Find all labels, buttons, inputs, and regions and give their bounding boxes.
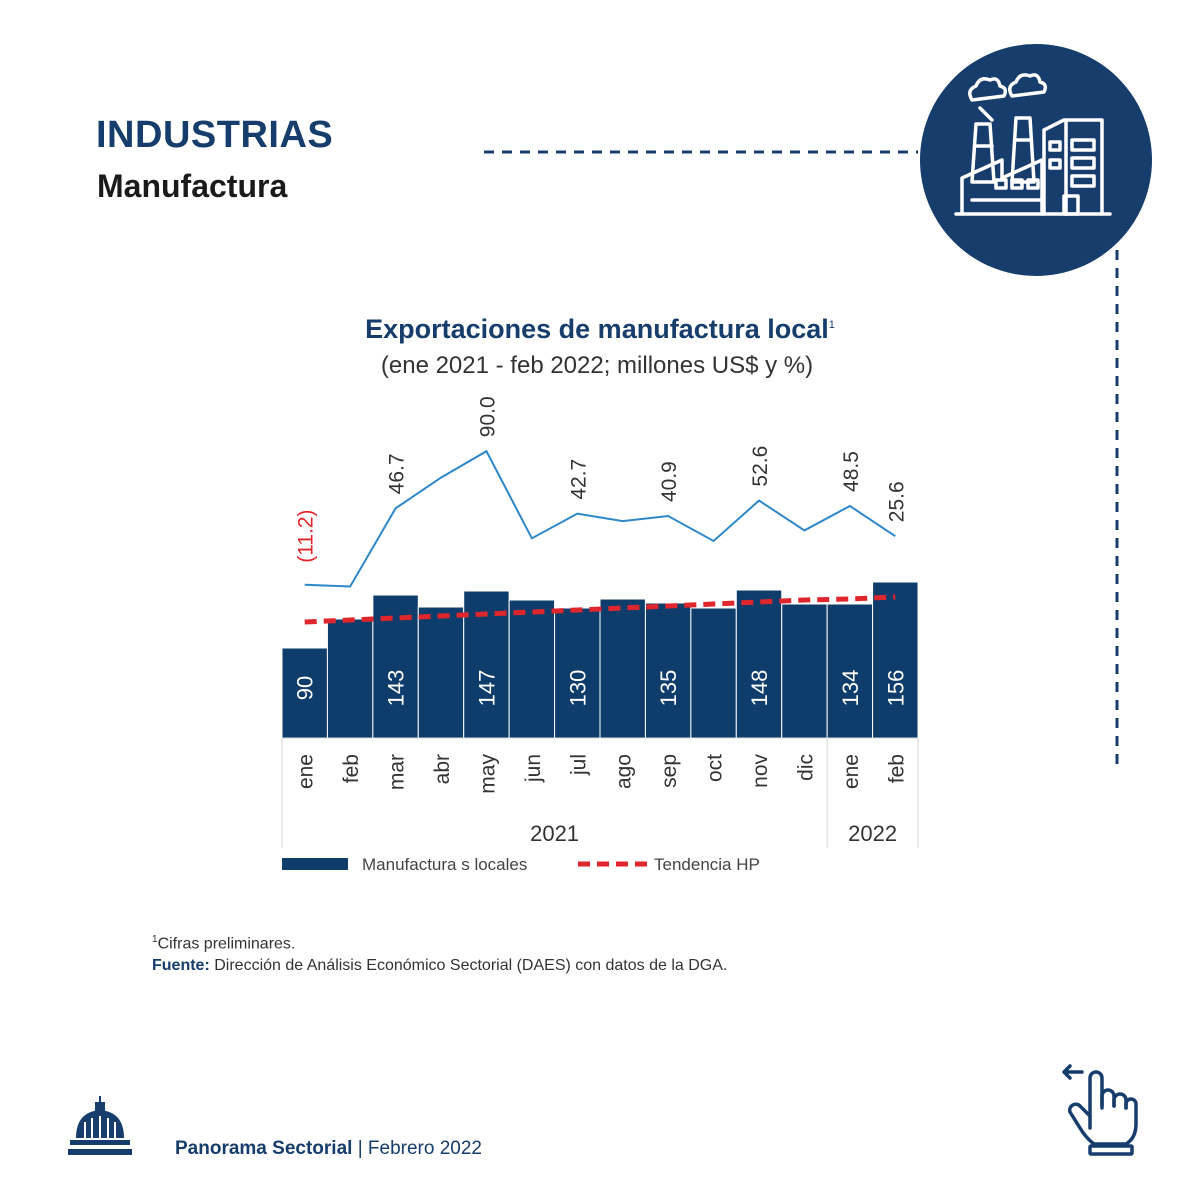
- bar-7: [599, 598, 646, 739]
- category-label-10: nov: [749, 754, 772, 788]
- section-subtitle: Manufactura: [97, 168, 288, 204]
- footer-brand: Panorama Sectorial: [175, 1138, 353, 1159]
- chart-title-text: Exportaciones de manufactura local: [365, 314, 829, 344]
- footnote: 1Cifras preliminares.: [152, 934, 295, 953]
- bar-5: [508, 599, 556, 739]
- bar-label-6: 130: [565, 670, 590, 707]
- footer-date: Febrero 2022: [367, 1138, 482, 1159]
- footnote-marker: 1: [152, 934, 158, 945]
- category-label-4: may: [476, 754, 499, 794]
- growth-label-2: 46.7: [386, 453, 409, 494]
- growth-label-0: (11.2): [295, 509, 318, 562]
- factory-icon: [920, 44, 1152, 276]
- section-title: INDUSTRIAS: [96, 114, 334, 156]
- capitol-dome-columns: [84, 1116, 116, 1138]
- year-label-1: 2022: [848, 821, 897, 846]
- category-label-1: feb: [340, 754, 363, 783]
- legend-swatch-bars: [282, 858, 348, 870]
- legend-label-bars: Manufactura s locales: [362, 855, 527, 874]
- category-label-7: ago: [613, 754, 636, 789]
- growth-line: [304, 449, 896, 588]
- bar-label-4: 147: [474, 670, 499, 707]
- bar-label-0: 90: [293, 676, 318, 700]
- year-label-0: 2021: [530, 821, 579, 846]
- category-label-2: mar: [386, 754, 409, 790]
- bar-0: [281, 647, 328, 739]
- category-label-12: ene: [840, 754, 863, 789]
- chart-legend: Manufactura s locales Tendencia HP: [282, 855, 760, 874]
- bar-label-10: 148: [747, 670, 772, 707]
- bar-6: [554, 607, 601, 739]
- bar-label-8: 135: [656, 670, 681, 707]
- bar-1: [326, 618, 374, 739]
- footer-separator: |: [357, 1138, 363, 1159]
- trend-line: [304, 594, 896, 625]
- bar-13: [872, 581, 919, 739]
- category-label-9: oct: [704, 754, 727, 782]
- category-label-5: jun: [522, 754, 545, 783]
- bar-3: [417, 606, 465, 739]
- trend-series: [304, 594, 896, 625]
- growth-label-8: 40.9: [658, 461, 681, 502]
- category-label-0: ene: [295, 754, 318, 789]
- chart-title-superscript: 1: [828, 319, 835, 331]
- growth-series: (11.2) 46.7 90.0 42.7 40.9 52.6 48.5 25.6: [295, 396, 908, 588]
- bar-10: [735, 589, 783, 739]
- growth-label-12: 48.5: [840, 451, 863, 492]
- source-label: Fuente:: [152, 957, 210, 974]
- bars-series: 90 143 147 130 135 148 134 156: [281, 581, 919, 739]
- category-label-6: jul: [567, 754, 590, 776]
- chart-title: Exportaciones de manufactura local1: [0, 314, 1200, 345]
- bar-8: [644, 602, 692, 739]
- growth-label-4: 90.0: [476, 396, 499, 437]
- bar-label-2: 143: [384, 670, 409, 707]
- category-label-11: dic: [794, 754, 817, 781]
- category-label-13: feb: [885, 754, 908, 783]
- category-label-3: abr: [431, 754, 454, 784]
- legend-label-trend: Tendencia HP: [654, 855, 760, 874]
- source-note: Fuente: Dirección de Análisis Económico …: [152, 957, 727, 975]
- bar-label-12: 134: [838, 670, 863, 707]
- growth-label-10: 52.6: [749, 446, 772, 487]
- category-label-8: sep: [658, 754, 681, 788]
- category-axis: ene feb mar abr may jun jul ago sep oct nov dic ene f…: [281, 737, 919, 848]
- bar-9: [690, 607, 737, 739]
- source-text: Dirección de Análisis Económico Sectoria…: [214, 957, 728, 974]
- footer: Panorama Sectorial | Febrero 2022: [175, 1138, 482, 1160]
- bar-12: [826, 603, 874, 739]
- bar-11: [781, 603, 828, 739]
- footnote-text: Cifras preliminares.: [157, 935, 296, 953]
- swipe-hand-icon: [1062, 1064, 1138, 1156]
- growth-label-13: 25.6: [885, 481, 908, 522]
- bar-label-13: 156: [883, 670, 908, 707]
- growth-label-6: 42.7: [567, 459, 590, 500]
- chart-subtitle: (ene 2021 - feb 2022; millones US$ y %): [380, 352, 814, 379]
